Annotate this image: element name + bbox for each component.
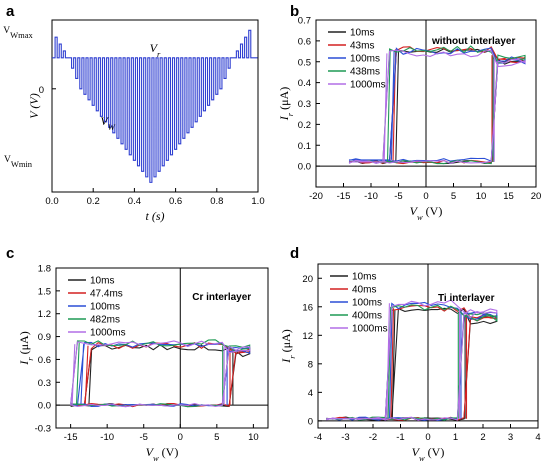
panel-b-ytick-label: 0.4 xyxy=(298,78,311,89)
panel-d-legend-label: 40ms xyxy=(352,285,376,296)
panel-b-xtick-label: -5 xyxy=(394,191,402,202)
panel-d-xtick-label: -1 xyxy=(396,432,404,443)
panel-c-xtick-label: 10 xyxy=(248,432,259,443)
panel-d-xlabel: Vw (V) xyxy=(412,445,445,462)
panel-b-legend-label: 100ms xyxy=(350,54,380,65)
panel-label-d: d xyxy=(290,245,299,262)
panel-d-legend-label: 1000ms xyxy=(352,324,388,335)
panel-b-ytick-label: 0.6 xyxy=(298,36,311,47)
panel-c-xtick-label: -10 xyxy=(100,432,114,443)
panel-a-annotation-vr: Vr xyxy=(150,41,161,59)
panel-b-xtick-label: 10 xyxy=(476,191,487,202)
panel-d-xtick-label: 2 xyxy=(480,432,485,443)
panel-d-legend-label: 10ms xyxy=(352,272,376,283)
panel-d-xtick-label: 3 xyxy=(508,432,513,443)
panel-b-annotation: without interlayer xyxy=(431,36,515,47)
panel-c-ytick-label: 1.2 xyxy=(38,309,51,320)
panel-d-ytick-label: 12 xyxy=(302,331,313,342)
panel-b-xtick-label: 0 xyxy=(423,191,428,202)
panel-c-annotation: Cr interlayer xyxy=(192,292,251,303)
panel-d-legend-label: 100ms xyxy=(352,298,382,309)
panel-d-ylabel: Ir (μA) xyxy=(279,329,297,363)
panel-b-xtick-label: -10 xyxy=(364,191,378,202)
panel-d-ytick-label: 16 xyxy=(302,302,313,313)
panel-d-xtick-label: -4 xyxy=(314,432,322,443)
panel-d-xtick-label: 4 xyxy=(535,432,540,443)
panel-label-c: c xyxy=(6,245,14,262)
panel-a-annotation-vw: VW xyxy=(100,114,115,132)
panel-d-ytick-label: 4 xyxy=(308,388,313,399)
panel-b-xtick-label: -20 xyxy=(309,191,323,202)
panel-c-xtick-label: -5 xyxy=(139,432,147,443)
panel-b-ytick-label: 0.7 xyxy=(298,16,311,27)
panel-a-xtick-label: 0.8 xyxy=(210,196,223,207)
panel-c-xtick-label: 0 xyxy=(178,432,183,443)
panel-b-legend-label: 10ms xyxy=(350,28,374,39)
panel-d-series-400ms xyxy=(326,304,498,421)
panel-a-ytick-vwmin: VWmin xyxy=(4,155,33,169)
panel-b-ytick-label: 0.2 xyxy=(298,120,311,131)
panel-a-ytick-vwmax: VWmax xyxy=(3,26,33,40)
panel-label-b: b xyxy=(290,3,299,20)
panel-d-xtick-label: -2 xyxy=(369,432,377,443)
panel-c-ytick-label: 0.6 xyxy=(38,355,51,366)
panel-c-ytick-label: 0.3 xyxy=(38,378,51,389)
panel-b-xtick-label: 5 xyxy=(451,191,456,202)
panel-d-ytick-label: 20 xyxy=(302,274,313,285)
panel-b-ylabel: Ir (μA) xyxy=(277,87,295,121)
panel-c-legend-label: 100ms xyxy=(90,302,120,313)
panel-c-ytick-label: -0.3 xyxy=(35,424,51,435)
panel-b-series-1000ms xyxy=(348,49,526,164)
panel-b-xlabel: Vw (V) xyxy=(410,204,443,222)
panel-b-ytick-label: 0.3 xyxy=(298,99,311,110)
panel-c-legend-label: 482ms xyxy=(90,315,120,326)
panel-d-xtick-label: 1 xyxy=(453,432,458,443)
panel-b-legend-label: 43ms xyxy=(350,41,374,52)
panel-c-legend-label: 1000ms xyxy=(90,328,126,339)
panel-c-xtick-label: 5 xyxy=(214,432,219,443)
panel-b-legend-label: 438ms xyxy=(350,67,380,78)
panel-d-xtick-label: 0 xyxy=(425,432,430,443)
panel-c-ytick-label: 0.0 xyxy=(38,401,51,412)
panel-c-series-1000ms xyxy=(70,340,251,408)
panel-a-ytick-label: 0 xyxy=(39,85,44,96)
panel-a-ylabel: V (V) xyxy=(27,93,41,118)
panel-c-ytick-label: 0.9 xyxy=(38,332,51,343)
panel-b-series-438ms xyxy=(348,45,526,165)
panel-b-ytick-label: 0.1 xyxy=(298,141,311,152)
panel-d-ytick-label: 8 xyxy=(308,359,313,370)
panel-b-series-100ms xyxy=(348,47,526,162)
panel-b-xtick-label: -15 xyxy=(337,191,351,202)
panel-label-a: a xyxy=(6,3,15,20)
panel-c-legend-label: 10ms xyxy=(90,276,114,287)
panel-c-xlabel: Vw (V) xyxy=(146,445,179,462)
panel-c-xtick-label: -15 xyxy=(64,432,78,443)
panel-a-frame xyxy=(51,19,259,193)
panel-c-ylabel: Ir (μA) xyxy=(17,331,35,365)
panel-a-xtick-label: 0.0 xyxy=(45,196,58,207)
panel-a-xtick-label: 0.4 xyxy=(128,196,141,207)
panel-c-legend-label: 47.4ms xyxy=(90,289,123,300)
panel-a-waveform xyxy=(52,29,258,183)
panel-a-xtick-label: 0.2 xyxy=(87,196,100,207)
panel-d-series-1000ms xyxy=(326,299,498,421)
panel-d-xtick-label: -3 xyxy=(341,432,349,443)
panel-b-legend-label: 1000ms xyxy=(350,80,386,91)
panel-c-ytick-label: 1.5 xyxy=(38,286,51,297)
panel-c-ytick-label: 1.8 xyxy=(38,264,51,275)
panel-d-annotation: Ti interlayer xyxy=(438,293,495,304)
panel-d-legend-label: 400ms xyxy=(352,311,382,322)
panel-c-frame xyxy=(55,267,269,429)
panel-b-ytick-label: 0.0 xyxy=(298,162,311,173)
panel-b-xtick-label: 15 xyxy=(503,191,514,202)
panel-a-xtick-label: 1.0 xyxy=(251,196,264,207)
panel-d-ytick-label: 0 xyxy=(308,416,313,427)
panel-b-xtick-label: 20 xyxy=(531,191,542,202)
panel-b-ytick-label: 0.5 xyxy=(298,57,311,68)
panel-a-xlabel: t (s) xyxy=(146,209,165,223)
panel-a-xtick-label: 0.6 xyxy=(169,196,182,207)
